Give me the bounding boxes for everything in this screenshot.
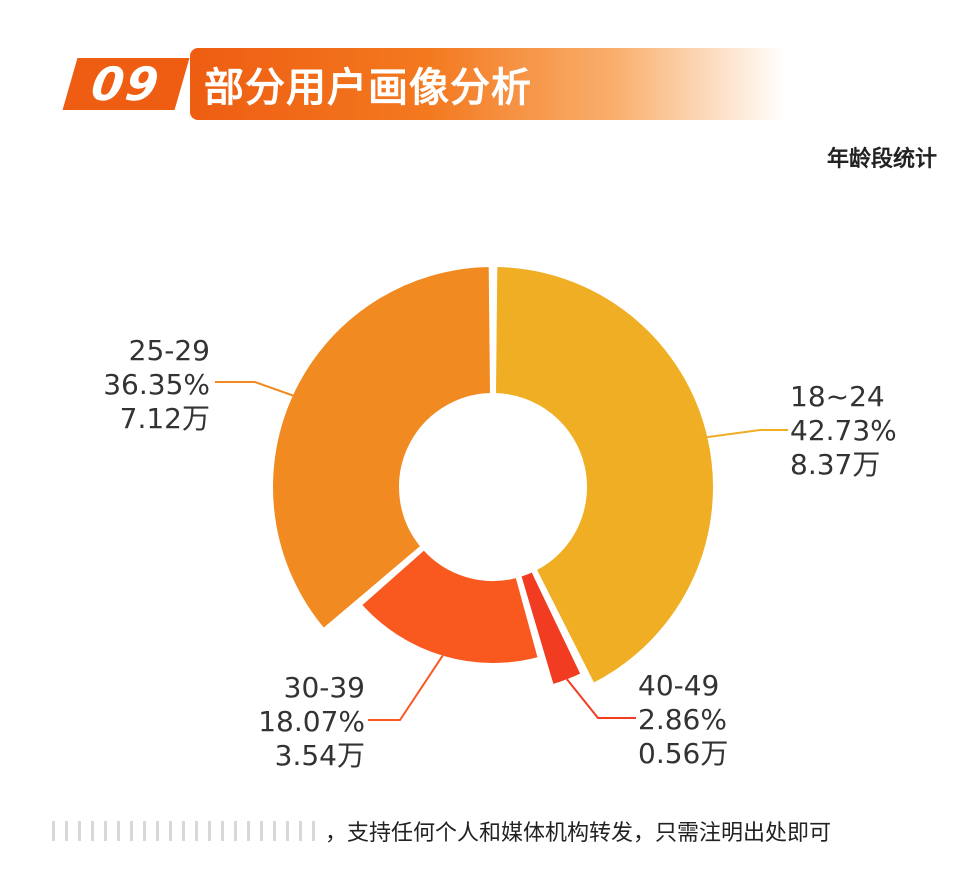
slice-25-29 xyxy=(269,263,495,633)
slice-percent-25-29: 36.35% xyxy=(103,368,210,401)
slice-label-25-29: 25-29 xyxy=(129,334,210,367)
leader-line-25-29 xyxy=(215,381,294,397)
leader-line-18~24 xyxy=(707,429,788,439)
leader-line-30-39 xyxy=(368,655,444,721)
footer-redacted-text xyxy=(52,821,322,841)
chart-subtitle: 年龄段统计 xyxy=(826,147,937,172)
footer: ，支持任何个人和媒体机构转发，只需注明出处即可 xyxy=(0,815,975,855)
slice-percent-40-49: 2.86% xyxy=(638,703,727,736)
slice-count-18~24: 8.37万 xyxy=(790,448,880,481)
slice-count-40-49: 0.56万 xyxy=(638,737,728,770)
report-header: 09 部分用户画像分析 xyxy=(0,0,975,130)
slice-30-39 xyxy=(357,545,542,667)
slice-count-30-39: 3.54万 xyxy=(275,739,365,772)
slice-percent-30-39: 18.07% xyxy=(258,705,365,738)
slice-label-18~24: 18~24 xyxy=(790,380,885,413)
title-banner: 部分用户画像分析 xyxy=(190,48,785,120)
slice-label-40-49: 40-49 xyxy=(638,669,719,702)
page-title: 部分用户画像分析 xyxy=(204,65,532,111)
slice-percent-18~24: 42.73% xyxy=(790,414,897,447)
slice-label-30-39: 30-39 xyxy=(284,671,365,704)
slice-count-25-29: 7.12万 xyxy=(120,402,210,435)
slice-18~24 xyxy=(491,263,717,688)
leader-line-40-49 xyxy=(566,678,636,719)
footer-text: ，支持任何个人和媒体机构转发，只需注明出处即可 xyxy=(325,821,832,846)
